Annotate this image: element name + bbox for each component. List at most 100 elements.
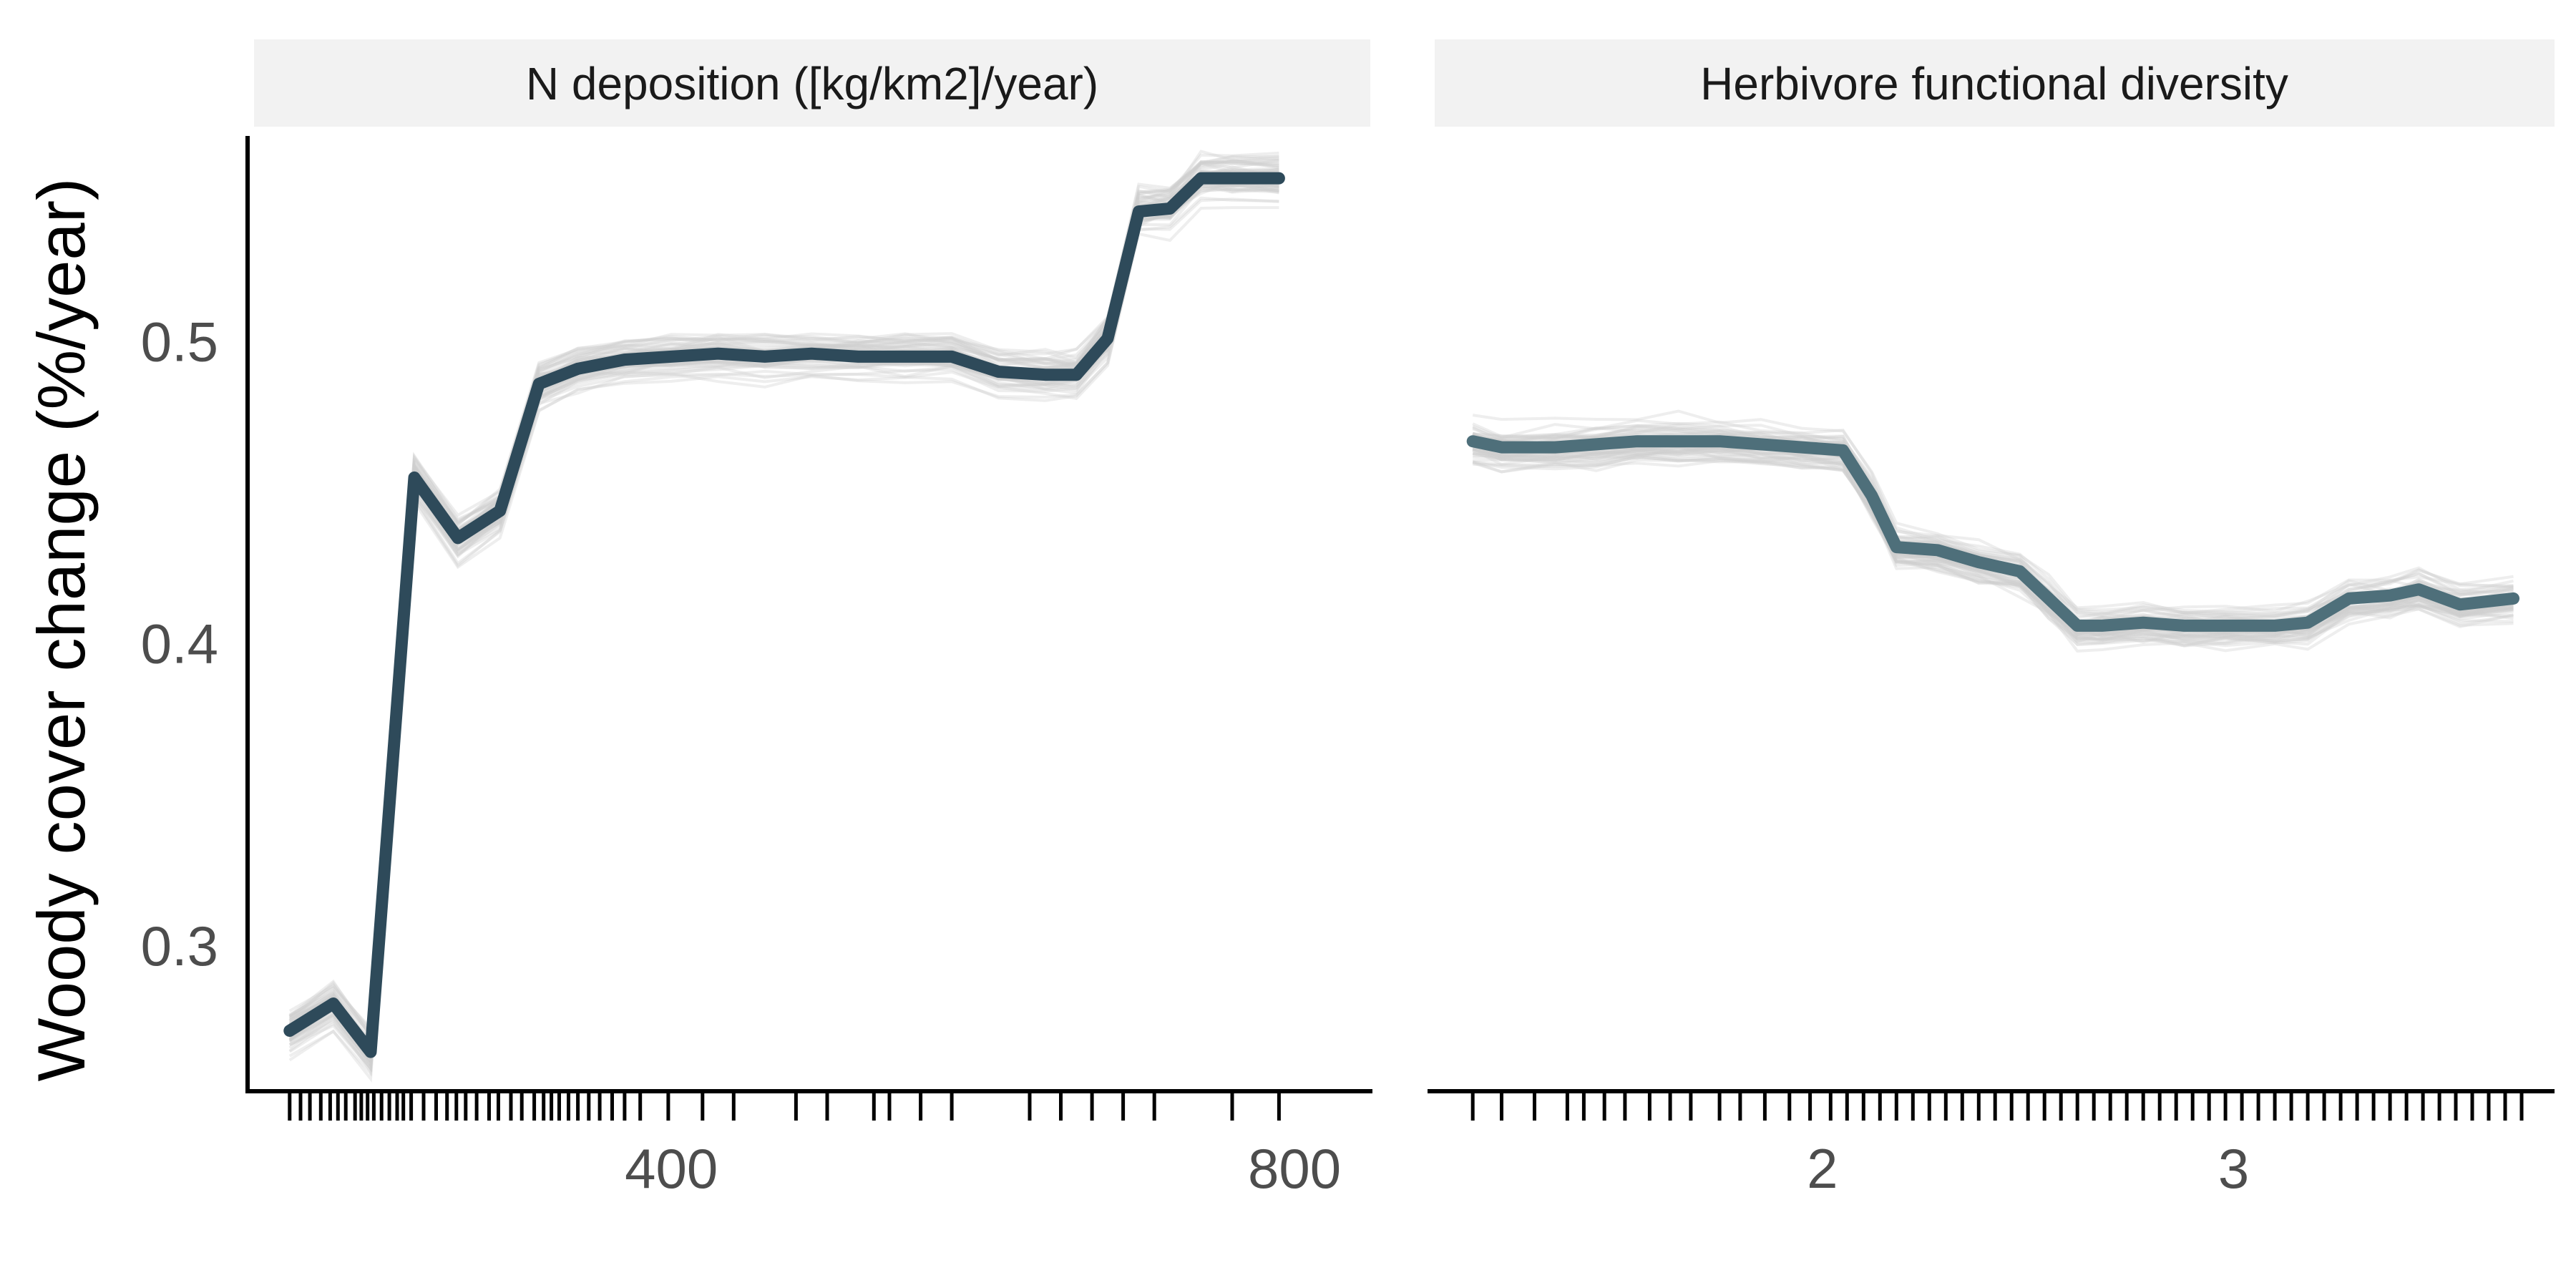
bootstrap-line — [288, 184, 1279, 1058]
bootstrap-line — [1473, 442, 2514, 639]
bootstrap-line — [288, 178, 1279, 1060]
bootstrap-line — [288, 180, 1279, 1055]
bootstrap-line — [288, 157, 1279, 1051]
bootstrap-line — [288, 176, 1279, 1050]
bootstrap-line — [1472, 421, 2514, 616]
bootstrap-line — [288, 196, 1279, 1083]
y-tick-label: 0.5 — [141, 310, 218, 373]
bootstrap-line — [288, 174, 1279, 1068]
bootstrap-line — [288, 176, 1279, 1056]
bootstrap-line — [1473, 426, 2514, 614]
bootstrap-line — [288, 175, 1279, 1053]
bootstrap-line — [1472, 455, 2514, 653]
rug-n-deposition — [288, 1093, 1281, 1121]
bootstrap-line — [288, 157, 1279, 1037]
bootstrap-line — [1472, 429, 2514, 624]
bootstrap-line — [1472, 449, 2514, 643]
bootstrap-line — [288, 168, 1279, 1053]
bootstrap-line — [288, 180, 1279, 1067]
bootstrap-line — [288, 177, 1279, 1053]
bootstrap-line — [1472, 454, 2514, 645]
bootstrap-line — [288, 176, 1279, 1050]
bootstrap-line — [288, 186, 1279, 1076]
bootstrap-line — [288, 170, 1279, 1053]
bootstrap-line — [288, 151, 1279, 1034]
x-tick-label: 400 — [625, 1137, 718, 1200]
bootstrap-line — [288, 165, 1279, 1058]
bootstrap-line — [288, 170, 1279, 1065]
bootstrap-line — [288, 159, 1279, 1038]
bootstrap-line — [288, 177, 1279, 1073]
bootstrap-line — [1472, 447, 2514, 646]
bootstrap-line — [1473, 447, 2514, 641]
bootstrap-line — [288, 176, 1279, 1057]
bootstrap-line — [1473, 423, 2514, 621]
panel-title-herbivore-diversity: Herbivore functional diversity — [1700, 58, 2288, 109]
bootstrap-line — [288, 179, 1279, 1061]
bootstrap-line — [288, 177, 1279, 1069]
bootstrap-line — [288, 161, 1279, 1057]
bootstrap-line — [288, 171, 1279, 1048]
bootstrap-line — [1472, 409, 2514, 615]
y-ticks: 0.3 0.4 0.5 — [141, 310, 218, 977]
x-tick-label: 3 — [2218, 1137, 2249, 1200]
bootstrap-line — [288, 158, 1279, 1053]
bootstrap-line — [288, 176, 1279, 1067]
bootstrap-line — [288, 159, 1279, 1041]
bootstrap-line — [288, 177, 1279, 1050]
panel-strip-n-deposition — [254, 39, 1370, 127]
bootstrap-line — [289, 180, 1279, 1050]
bootstrap-line — [288, 162, 1279, 1050]
bootstrap-line — [288, 175, 1279, 1053]
bootstrap-line — [1472, 438, 2514, 638]
bootstrap-line — [288, 184, 1279, 1063]
panel-strip-herbivore-diversity — [1435, 39, 2555, 127]
bootstrap-line — [288, 172, 1279, 1065]
bootstrap-line — [288, 155, 1279, 1038]
bootstrap-line — [288, 175, 1279, 1068]
bootstrap-line — [1473, 445, 2514, 648]
bootstrap-line — [288, 175, 1279, 1050]
bootstrap-line — [288, 187, 1279, 1056]
mean-line — [283, 172, 1285, 1058]
bootstrap-line — [288, 179, 1279, 1050]
bootstrap-line — [288, 197, 1279, 1077]
bootstrap-line — [1472, 419, 2514, 615]
rug-herbivore-diversity — [1470, 1093, 2524, 1121]
mean-line — [1466, 435, 2519, 632]
bootstrap-line — [1472, 457, 2514, 641]
bootstrap-line — [288, 150, 1279, 1050]
bootstrap-line — [288, 177, 1279, 1057]
bootstrap-line — [1473, 456, 2514, 643]
bootstrap-line — [289, 167, 1279, 1045]
bootstrap-line — [288, 170, 1279, 1049]
bootstrap-line — [288, 182, 1279, 1072]
bootstrap-line — [1472, 446, 2514, 644]
bootstrap-line — [288, 160, 1279, 1041]
bootstrap-line — [1473, 446, 2514, 644]
bootstrap-line — [1472, 444, 2514, 648]
x-tick-label: 800 — [1248, 1137, 1341, 1200]
bootstrap-line — [288, 170, 1279, 1053]
plot-area-herbivore-diversity — [1466, 409, 2519, 653]
bootstrap-line — [288, 187, 1279, 1070]
bootstrap-line — [1472, 438, 2514, 635]
bootstrap-line — [1473, 452, 2514, 647]
plot-area-n-deposition — [283, 150, 1285, 1083]
bootstrap-line — [288, 173, 1279, 1054]
x-ticks-n-deposition: 400 800 — [625, 1137, 1341, 1200]
bootstrap-line — [1473, 459, 2514, 648]
bootstrap-line — [1473, 424, 2514, 623]
bootstrap-line — [288, 167, 1279, 1062]
bootstrap-line — [288, 167, 1279, 1046]
bootstrap-line — [288, 183, 1279, 1073]
bootstrap-line — [1473, 424, 2514, 620]
bootstrap-line — [288, 160, 1279, 1032]
bootstrap-line — [288, 170, 1279, 1065]
bootstrap-line — [288, 168, 1279, 1056]
y-tick-label: 0.3 — [141, 914, 218, 977]
bootstrap-line — [288, 160, 1279, 1057]
